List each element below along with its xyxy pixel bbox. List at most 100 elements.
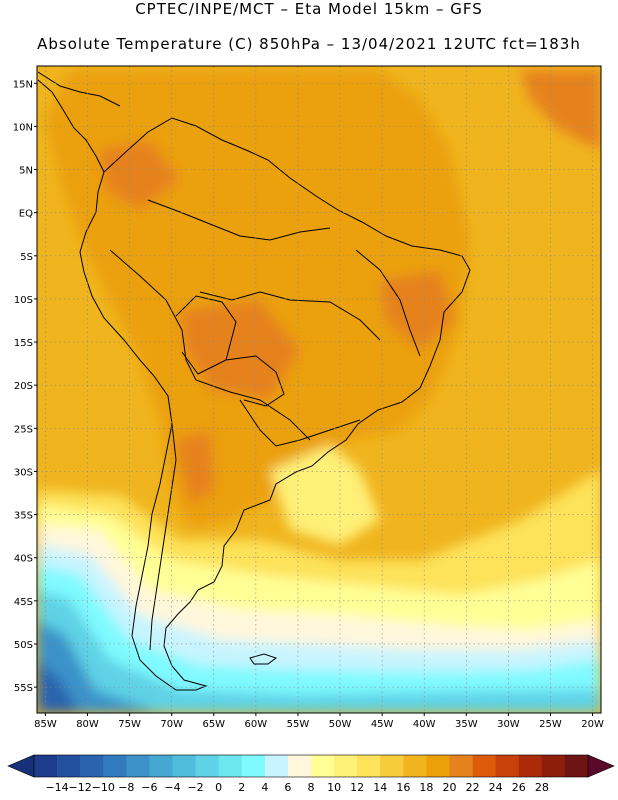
colorbar: −14 −12 −10 −8 −6 −4 −2 0 2 4 6 8 10 12 14 16 18 20 22 24 26…: [7, 754, 615, 794]
colorbar-label: 10: [327, 781, 341, 794]
colorbar-swatch: [195, 755, 219, 777]
colorbar-label: −4: [164, 781, 180, 794]
lon-tick-label: 25W: [539, 719, 562, 730]
border-brazil-west: [199, 291, 381, 341]
colorbar-swatch: [357, 755, 381, 777]
colorbar-swatch: [57, 755, 81, 777]
lon-tick-label: 85W: [34, 719, 57, 730]
colorbar-label: −10: [92, 781, 115, 794]
lon-tick-label: 70W: [160, 719, 183, 730]
latitude-ticks: 15N 10N 5N EQ 5S 10S 15S 20S 25S 30S 35S 40S 45S 50S 5…: [13, 79, 37, 694]
lon-tick-label: 35W: [455, 719, 478, 730]
lat-tick-label: 15S: [14, 338, 33, 349]
colorbar-swatch: [126, 755, 150, 777]
colorbar-label: 28: [535, 781, 549, 794]
lon-tick-label: 75W: [118, 719, 141, 730]
colorbar-swatch: [311, 755, 335, 777]
lon-tick-label: 45W: [371, 719, 394, 730]
colorbar-swatch: [564, 755, 589, 777]
lat-tick-label: 30S: [14, 467, 33, 478]
field-band-blue: [37, 620, 160, 713]
field-cool-uruguay: [270, 445, 380, 545]
coastlines: [37, 71, 471, 691]
lon-tick-label: 65W: [202, 719, 225, 730]
lon-tick-label: 60W: [245, 719, 268, 730]
lat-tick-label: 20S: [14, 381, 33, 392]
colorbar-swatch: [218, 755, 243, 777]
colorbar-swatch: [334, 755, 358, 777]
lat-tick-label: 5S: [20, 252, 33, 263]
colorbar-swatch: [541, 755, 566, 777]
colorbar-swatch: [287, 755, 312, 777]
map-title-line-1: CPTEC/INPE/MCT – Eta Model 15km – GFS: [135, 0, 483, 18]
border-argentina-chile: [149, 423, 177, 651]
colorbar-swatch: [103, 755, 127, 777]
coastline-central-america: [37, 79, 105, 173]
colorbar-label: 4: [261, 781, 268, 794]
border-amazon-basin: [147, 199, 331, 241]
lat-tick-label: 5N: [19, 166, 33, 177]
colorbar-swatch: [403, 755, 427, 777]
colorbar-swatch: [241, 755, 266, 777]
colorbar-swatch: [518, 755, 543, 777]
border-andes: [109, 249, 311, 441]
lon-tick-label: 80W: [76, 719, 99, 730]
colorbar-label: −2: [187, 781, 203, 794]
colorbar-label: 20: [443, 781, 457, 794]
colorbar-swatch: [80, 755, 104, 777]
colorbar-label: −12: [69, 781, 92, 794]
colorbar-label: 14: [373, 781, 387, 794]
longitude-ticks: 85W 80W 75W 70W 65W 60W 55W 50W 45W 40W 35W 30W 25W 2…: [34, 713, 604, 730]
colorbar-label: 18: [419, 781, 433, 794]
colorbar-swatch: [495, 755, 520, 777]
colorbar-swatch: [380, 755, 404, 777]
colorbar-label: 8: [308, 781, 315, 794]
colorbar-swatch: [472, 755, 496, 777]
colorbar-swatch: [449, 755, 473, 777]
map-frame: [36, 65, 602, 714]
colorbar-swatch: [172, 755, 196, 777]
colorbar-under-arrow: [7, 754, 35, 778]
colorbar-label: −14: [45, 781, 68, 794]
field-band-cyan: [37, 565, 601, 713]
colorbar-label: 0: [215, 781, 222, 794]
lat-tick-label: EQ: [19, 209, 33, 220]
colorbar-swatch: [149, 755, 173, 777]
border-paraguay: [225, 355, 285, 407]
field-band-deepblue: [37, 660, 80, 713]
lat-tick-label: 55S: [14, 683, 33, 694]
colorbar-frame: [33, 754, 589, 778]
field-ne-warm: [520, 70, 601, 150]
colorbar-label: −6: [141, 781, 157, 794]
coastline-south-america: [79, 117, 471, 691]
coastline-caribbean: [37, 71, 121, 107]
lon-tick-label: 30W: [497, 719, 520, 730]
lon-tick-label: 50W: [329, 719, 352, 730]
colorbar-label: 24: [489, 781, 503, 794]
lat-tick-label: 35S: [14, 511, 33, 522]
temperature-field: [37, 66, 601, 713]
field-hot-2: [180, 300, 300, 400]
colorbar-label: 26: [512, 781, 526, 794]
lat-tick-label: 10N: [13, 122, 33, 133]
colorbar-label: 2: [238, 781, 245, 794]
colorbar-swatch: [426, 755, 450, 777]
field-hot-3: [380, 270, 455, 350]
colorbar-label: 12: [350, 781, 364, 794]
colorbar-swatch: [34, 755, 58, 777]
colorbar-swatch: [264, 755, 289, 777]
lat-tick-label: 45S: [14, 597, 33, 608]
lat-tick-label: 25S: [14, 424, 33, 435]
lon-tick-label: 40W: [413, 719, 436, 730]
lon-tick-label: 20W: [581, 719, 604, 730]
colorbar-label: 16: [396, 781, 410, 794]
field-hot-4: [175, 430, 215, 505]
border-brazil-northeast: [355, 249, 421, 357]
colorbar-label: 22: [466, 781, 480, 794]
colorbar-over-arrow: [587, 754, 615, 778]
border-bolivia: [175, 295, 237, 375]
coastline-falklands: [249, 653, 278, 665]
colorbar-label: −8: [118, 781, 134, 794]
lat-tick-label: 10S: [14, 295, 33, 306]
